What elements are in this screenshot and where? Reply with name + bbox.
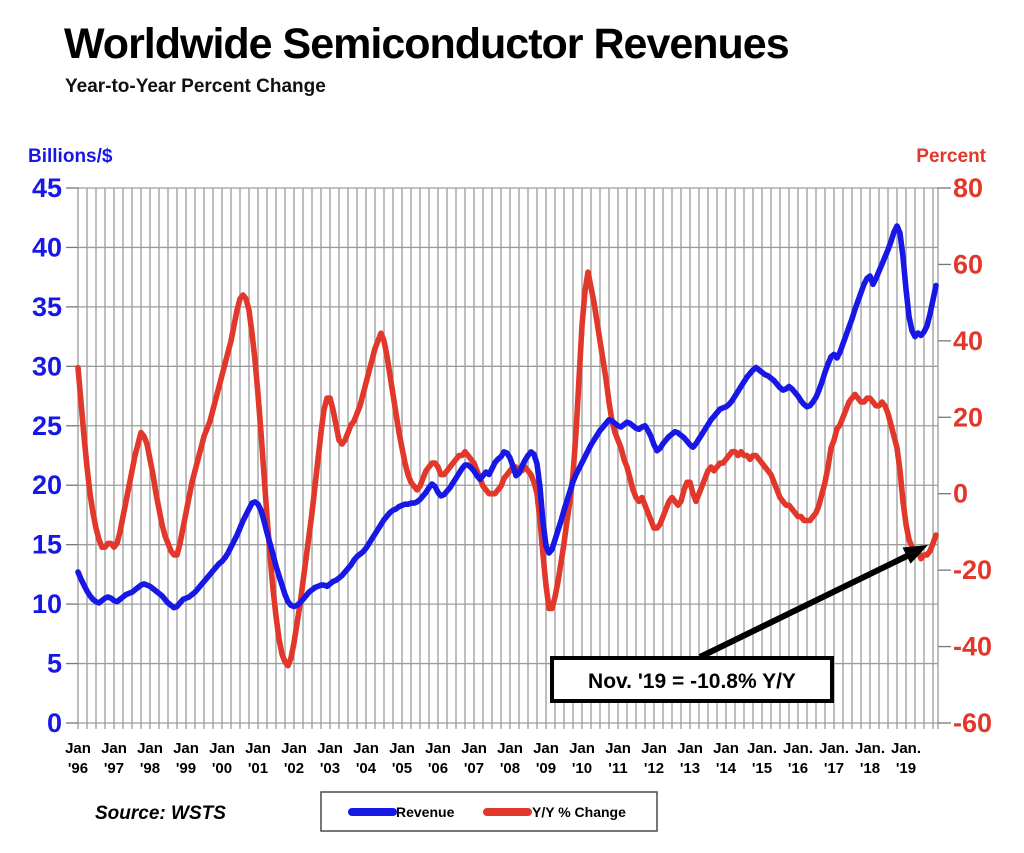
left-axis-tick-label: 15 [32, 530, 62, 560]
x-axis-year-label: '96 [68, 760, 88, 777]
right-axis-tick-label: 40 [953, 326, 983, 356]
x-axis-month-label: Jan [713, 740, 739, 757]
x-axis-year-label: '10 [572, 760, 592, 777]
x-axis-month-label: Jan [533, 740, 559, 757]
right-axis-tick-label: 80 [953, 173, 983, 203]
yoy-percent-change-line [75, 269, 939, 669]
left-axis-tick-label: 5 [47, 649, 62, 679]
source-note: Source: WSTS [95, 803, 226, 824]
x-axis-month-label: Jan. [783, 740, 813, 757]
x-axis-year-label: '03 [320, 760, 340, 777]
revenue-legend-label: Revenue [396, 804, 455, 820]
page-title: Worldwide Semiconductor Revenues [64, 20, 789, 68]
x-axis-month-label: Jan [641, 740, 667, 757]
right-axis-tick-label: 60 [953, 249, 983, 279]
legend: Revenue Y/Y % Change [320, 791, 658, 832]
right-axis-title: Percent [916, 146, 986, 167]
x-axis-month-label: Jan [209, 740, 235, 757]
right-axis-tick-label: 0 [953, 479, 968, 509]
left-axis-tick-label: 35 [32, 292, 62, 322]
x-axis-year-label: '04 [356, 760, 377, 777]
annotation-label: Nov. '19 = -10.8% Y/Y [588, 670, 796, 693]
x-axis-month-label: Jan [353, 740, 379, 757]
x-axis-month-label: Jan [173, 740, 199, 757]
x-axis-month-label: Jan. [891, 740, 921, 757]
annotation-box [550, 656, 834, 703]
annotation-arrow [698, 553, 909, 660]
right-axis-tick-label: 20 [953, 402, 983, 432]
x-axis-year-label: '17 [824, 760, 844, 777]
x-axis-year-label: '09 [536, 760, 556, 777]
annotation-arrowhead [902, 545, 928, 564]
left-axis-tick-label: 0 [47, 708, 62, 738]
x-axis-year-label: '08 [500, 760, 520, 777]
left-axis-title: Billions/$ [28, 146, 113, 167]
x-axis-month-label: Jan [569, 740, 595, 757]
x-axis-month-label: Jan [281, 740, 307, 757]
left-axis-tick-label: 45 [32, 173, 62, 203]
x-axis-month-label: Jan. [747, 740, 777, 757]
x-axis-month-label: Jan [101, 740, 127, 757]
yoy-legend-label: Y/Y % Change [532, 804, 626, 820]
x-axis-month-label: Jan [137, 740, 163, 757]
vertical-gridlines [77, 188, 939, 729]
x-axis-year-label: '11 [608, 760, 627, 777]
x-axis-month-label: Jan [389, 740, 415, 757]
x-axis-year-label: '06 [428, 760, 448, 777]
x-axis-month-label: Jan [65, 740, 91, 757]
x-axis-year-label: '98 [140, 760, 160, 777]
x-axis-month-label: Jan [425, 740, 451, 757]
x-axis-year-label: '13 [680, 760, 700, 777]
x-axis-year-label: '97 [104, 760, 124, 777]
x-axis-year-label: '00 [212, 760, 232, 777]
x-axis-month-label: Jan [245, 740, 271, 757]
left-axis-tick-label: 10 [32, 589, 62, 619]
right-axis-tick-label: -20 [953, 555, 992, 585]
x-axis-year-label: '16 [788, 760, 808, 777]
right-axis-tick-label: -60 [953, 708, 992, 738]
x-axis-year-label: '02 [284, 760, 304, 777]
x-axis-month-label: Jan [605, 740, 631, 757]
x-axis-year-label: '12 [644, 760, 664, 777]
x-axis-year-label: '07 [464, 760, 484, 777]
horizontal-gridlines [66, 187, 938, 724]
x-axis-year-label: '18 [860, 760, 880, 777]
left-axis-tick-label: 40 [32, 232, 62, 262]
x-axis-month-label: Jan [497, 740, 523, 757]
x-axis-labels: Jan '96 Jan '97 Jan '98 Jan '99 Jan '00 Jan '01 Jan '… [65, 740, 921, 777]
x-axis-month-label: Jan [317, 740, 343, 757]
x-axis-year-label: '05 [392, 760, 412, 777]
revenue-line [75, 223, 939, 611]
x-axis-year-label: '14 [716, 760, 737, 777]
chart-subtitle: Year-to-Year Percent Change [65, 76, 326, 97]
x-axis-month-label: Jan. [819, 740, 849, 757]
annotation-callout: Nov. '19 = -10.8% Y/Y [550, 545, 928, 703]
x-axis-year-label: '15 [752, 760, 772, 777]
x-axis-year-label: '99 [176, 760, 196, 777]
right-axis-tick-label: -40 [953, 632, 992, 662]
x-axis-month-label: Jan [677, 740, 703, 757]
left-axis-tick-labels: 45 40 35 30 25 20 15 10 5 0 [32, 173, 62, 738]
right-axis-tick-labels: 80 60 40 20 0 -20 -40 -60 [938, 173, 992, 738]
x-axis-year-label: '01 [248, 760, 268, 777]
x-axis-month-label: Jan [461, 740, 487, 757]
left-axis-tick-label: 30 [32, 351, 62, 381]
data-series [75, 223, 939, 669]
x-axis-month-label: Jan. [855, 740, 885, 757]
left-axis-tick-label: 20 [32, 470, 62, 500]
left-axis-tick-label: 25 [32, 411, 62, 441]
x-axis-year-label: '19 [896, 760, 916, 777]
